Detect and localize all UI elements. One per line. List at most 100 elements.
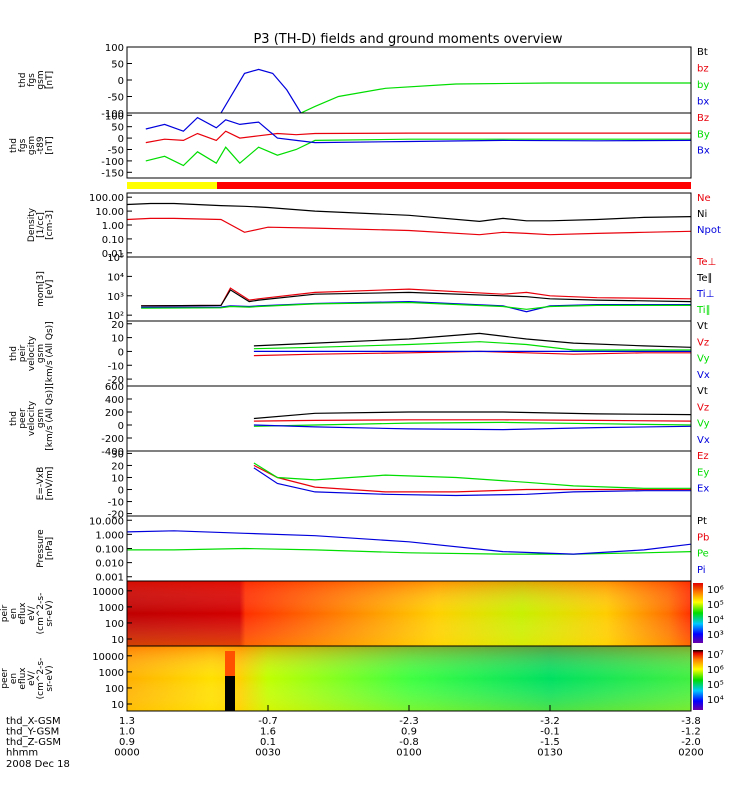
x-axis-value: -0.8 xyxy=(399,737,419,748)
legend-entry-by: by xyxy=(697,80,709,91)
x-axis-value: 0.1 xyxy=(260,737,276,748)
panel-density: 100.00 10.00 1.00 0.10 0.01 Density [1/cc] [cm-… xyxy=(27,192,721,260)
y-tick-label: -10 xyxy=(108,498,124,509)
series-line-Te⊥ xyxy=(141,287,691,307)
y-axis-label-line: fgs xyxy=(27,73,37,87)
y-axis-label-line: eflux xyxy=(18,667,28,690)
y-tick-label: -150 xyxy=(101,168,124,179)
y-tick-label: 0.10 xyxy=(102,235,124,246)
x-axis-value: -0.1 xyxy=(540,727,560,738)
x-axis-value: -2.0 xyxy=(681,737,701,748)
y-tick-label: 10000 xyxy=(92,587,124,598)
y-tick-label: 50 xyxy=(111,123,124,134)
x-axis-value: 1.3 xyxy=(119,716,135,727)
panel-frame xyxy=(126,192,692,258)
y-tick-label: -100 xyxy=(101,109,124,120)
series-line-Bx xyxy=(145,116,691,144)
series-line-Pe xyxy=(127,547,691,555)
colorbar-tick-label: 10⁵ xyxy=(707,680,724,691)
y-axis-label-line: -t89 xyxy=(36,136,46,155)
y-axis-label-line: (cm^2-s- xyxy=(36,593,46,635)
y-tick-label: -100 xyxy=(101,157,124,168)
y-tick-label: 200 xyxy=(105,408,124,419)
series-group xyxy=(253,332,691,357)
legend-entry-Bz: Bz xyxy=(697,113,709,124)
y-tick-label: 100 xyxy=(105,684,124,695)
legend-entry-Vz: Vz xyxy=(697,337,709,348)
y-axis-label-line: peer xyxy=(18,408,28,429)
panel-peir_spectrogram: 10000 1000 100 10 thdpeirenefluxeV/(cm^2-s-s… xyxy=(0,580,724,647)
y-tick-label: 10² xyxy=(107,311,124,322)
y-tick-label: 0 xyxy=(118,76,124,87)
panel-frame xyxy=(126,46,692,114)
y-axis-label-line: fgs xyxy=(18,138,28,152)
y-axis-label-line: thd xyxy=(9,138,19,153)
y-axis-label-line: [1/cc] xyxy=(36,212,46,238)
y-tick-label: 0.001 xyxy=(95,573,124,584)
y-axis-label-line: velocity xyxy=(27,335,37,371)
y-axis-label-line: Pressure xyxy=(36,529,46,568)
figure-title: P3 (TH-D) fields and ground moments over… xyxy=(253,32,562,47)
y-tick-label: 0.100 xyxy=(95,545,124,556)
legend-entry-By: By xyxy=(697,129,710,140)
y-tick-label: 1000 xyxy=(99,603,124,614)
panel-frame xyxy=(126,515,692,582)
y-tick-label: 0 xyxy=(118,347,124,358)
series-line-Ni xyxy=(127,202,691,223)
series-line-Ex xyxy=(253,467,691,497)
y-axis-label-line: [nT] xyxy=(45,71,55,89)
panel-peer_velocity: 600 400 200 0 -200 -400 thd peer velocity gsm [km/… xyxy=(9,382,710,458)
series-line-Vz xyxy=(253,350,691,357)
colorbar-tick-label: 10⁵ xyxy=(707,600,724,611)
y-tick-label: 1000 xyxy=(99,668,124,679)
legend-entry-Pe: Pe xyxy=(697,549,709,560)
spectrogram-shading xyxy=(127,646,691,711)
x-axis-labels: thd_X-GSM 1.3 -0.7 -2.3 -3.2 -3.8 thd_Y-GSM 1.0… xyxy=(6,705,704,759)
x-axis-row-label: thd_Z-GSM xyxy=(6,737,61,748)
legend-entry-Vt: Vt xyxy=(697,321,708,332)
legend-entry-bx: bx xyxy=(697,97,709,108)
x-axis-value: 0200 xyxy=(678,748,703,759)
x-axis-row-label: thd_Y-GSM xyxy=(6,727,59,738)
legend-entry-Ez: Ez xyxy=(697,451,709,462)
y-tick-label: -10 xyxy=(108,361,124,372)
spectrogram-shading xyxy=(127,581,691,646)
series-line-By xyxy=(145,138,691,167)
y-axis-label-line: thd xyxy=(0,671,1,686)
panel-fgs: 100 50 0 -50 -100 thd fgs gsm [nT] Bt bz by bx xyxy=(18,43,709,120)
x-axis-value: 0030 xyxy=(255,748,280,759)
x-axis-value: -1.5 xyxy=(540,737,560,748)
x-axis-value: 0000 xyxy=(114,748,139,759)
y-tick-label: 0.010 xyxy=(95,559,124,570)
y-tick-label: 10 xyxy=(111,334,124,345)
legend-entry-Ne: Ne xyxy=(697,193,711,204)
y-axis-label-line: [km/s (All Qs)] xyxy=(45,386,55,450)
y-axis-label-line: en xyxy=(9,608,19,619)
series-group xyxy=(141,287,691,313)
panel-frame xyxy=(126,450,692,517)
x-axis-value: 0.9 xyxy=(401,727,417,738)
y-tick-label: 20 xyxy=(111,461,124,472)
y-axis-label-line: Density xyxy=(27,207,37,242)
y-axis-label-line: sr-eV) xyxy=(45,600,55,626)
x-axis-value: 1.0 xyxy=(119,727,135,738)
colorbar-tick-label: 10⁶ xyxy=(707,665,724,676)
series-line-bx xyxy=(220,68,302,113)
legend-entry-Vy: Vy xyxy=(697,419,710,430)
y-tick-label: 400 xyxy=(105,395,124,406)
y-tick-label: 100.00 xyxy=(89,193,124,204)
legend-entry-Te∥: Te∥ xyxy=(696,273,713,284)
y-axis-label-line: gsm xyxy=(36,70,46,89)
x-axis-value: -0.7 xyxy=(258,716,278,727)
y-axis-label: E=-VxB [mV/m] xyxy=(36,467,55,501)
y-tick-label: -50 xyxy=(108,93,124,104)
x-axis-value: -1.2 xyxy=(681,727,701,738)
series-group xyxy=(253,462,691,497)
legend-entry-Pt: Pt xyxy=(697,516,707,527)
series-line-Ti⊥ xyxy=(141,300,691,313)
colorbar-tick-label: 10⁶ xyxy=(707,585,724,596)
series-line-Te∥ xyxy=(141,289,691,307)
spectrogram-band xyxy=(225,651,235,676)
panel-peir_velocity: 20 10 0 -10 -20 thd peir velocity gsm [km/s (All … xyxy=(9,320,710,387)
